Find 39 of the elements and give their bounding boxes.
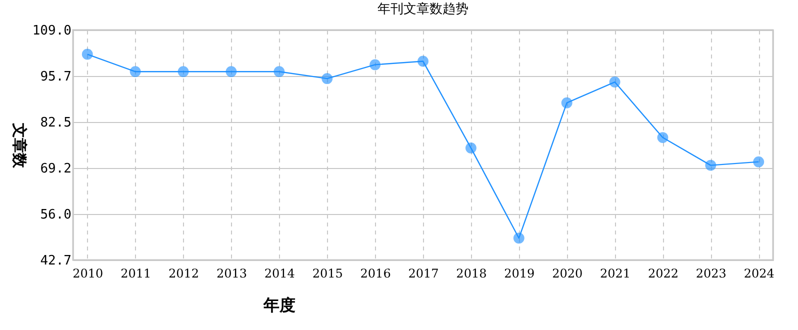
y-tick-label: 56.0 (40, 207, 72, 222)
chart-title: 年刊文章数趋势 (378, 2, 468, 17)
x-tick-label: 2023 (696, 266, 726, 280)
x-tick-label: 2022 (648, 266, 678, 280)
point (418, 56, 428, 67)
y-tick-label: 95.7 (40, 70, 72, 85)
point (274, 66, 285, 78)
y-tick-label: 82.5 (40, 115, 72, 130)
y-tick-label: 42.7 (40, 254, 72, 268)
x-tick-label: 2012 (168, 266, 200, 280)
x-tick-label: 2015 (312, 266, 343, 280)
x-tick-label: 2010 (72, 266, 104, 280)
x-tick-label: 2021 (600, 266, 631, 280)
y-tick-label: 69.2 (40, 162, 72, 177)
point (657, 132, 668, 144)
point (370, 59, 381, 70)
point (705, 160, 716, 171)
point (753, 156, 764, 168)
point (130, 66, 141, 78)
x-tick-label: 2018 (456, 266, 487, 280)
point (513, 232, 524, 244)
x-tick-label: 2024 (744, 266, 775, 280)
point (82, 48, 93, 60)
x-tick-label: 2016 (360, 266, 391, 280)
x-axis-title: 年度 (262, 296, 296, 314)
point (226, 66, 237, 78)
x-tick-label: 2020 (552, 266, 583, 280)
x-tick-label: 2013 (216, 266, 247, 280)
x-tick-label: 2017 (408, 266, 439, 280)
point (609, 76, 620, 88)
point (465, 142, 476, 154)
y-axis-title: 文章数 (10, 122, 28, 169)
point (561, 97, 572, 108)
point (322, 73, 333, 84)
point (178, 66, 189, 78)
y-tick-label: 109.0 (32, 24, 72, 38)
x-tick-label: 2019 (504, 266, 535, 280)
x-tick-label: 2011 (120, 266, 152, 280)
x-tick-label: 2014 (264, 266, 296, 280)
